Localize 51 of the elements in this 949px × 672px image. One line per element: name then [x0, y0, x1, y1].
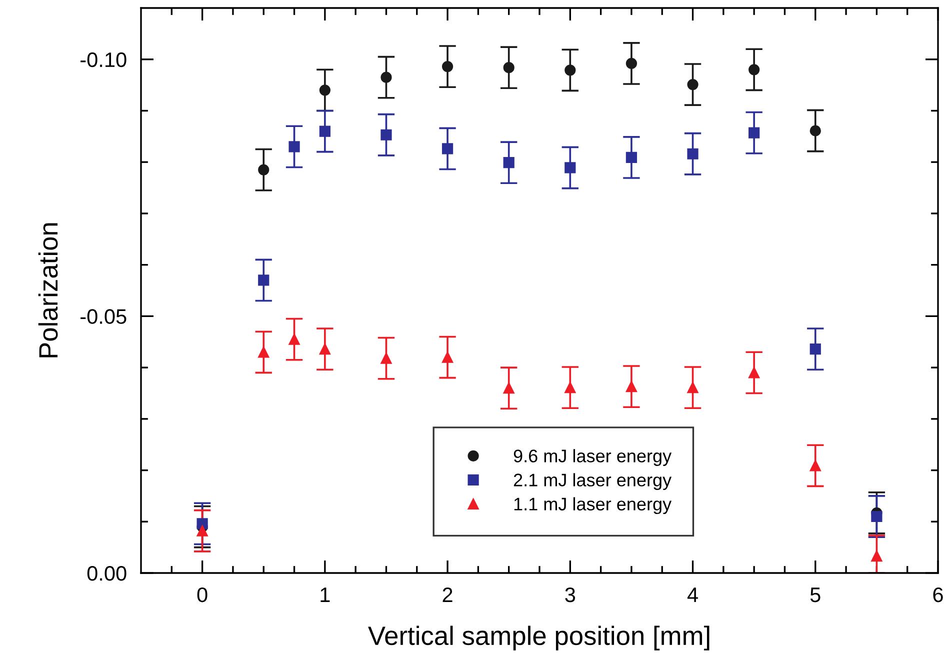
y-tick-label: 0.00	[87, 566, 126, 581]
point	[626, 152, 638, 164]
point	[258, 274, 270, 286]
point	[442, 61, 454, 72]
point	[687, 78, 698, 90]
point	[564, 162, 576, 174]
point	[258, 346, 270, 358]
point	[810, 125, 821, 136]
point	[319, 84, 330, 96]
point	[319, 126, 330, 137]
point	[687, 382, 698, 394]
point	[288, 141, 300, 152]
point	[380, 129, 392, 140]
point	[380, 72, 392, 83]
point	[748, 367, 760, 378]
point	[288, 334, 300, 345]
x-tick-label: 4	[687, 588, 698, 602]
point	[748, 64, 760, 76]
point	[503, 157, 514, 168]
point	[810, 460, 821, 472]
point	[442, 143, 454, 154]
x-tick-label: 6	[933, 587, 943, 602]
legend-label: 9.6 mJ laser energy	[514, 449, 672, 466]
point	[503, 382, 514, 394]
point	[196, 518, 208, 530]
x-tick-label: 3	[565, 587, 576, 602]
legend-label: 2.1 mJ laser energy	[514, 473, 672, 490]
point	[258, 164, 270, 176]
point	[442, 352, 454, 363]
point	[810, 344, 821, 355]
point	[319, 344, 330, 355]
y-tick-label: -0.10	[80, 52, 126, 68]
x-tick-label: 2	[442, 587, 452, 602]
x-tick-label: 0	[197, 587, 208, 602]
point	[626, 58, 638, 70]
x-axis-title: Vertical sample position [mm]	[368, 626, 710, 650]
point	[196, 525, 208, 536]
point	[564, 64, 576, 76]
point	[871, 550, 882, 562]
point	[564, 382, 576, 394]
point	[380, 352, 392, 364]
point	[503, 62, 514, 74]
x-tick-label: 1	[320, 588, 330, 602]
point	[748, 127, 760, 138]
point	[871, 510, 882, 522]
y-axis-title: Polarization	[38, 223, 58, 358]
point	[687, 148, 698, 160]
legend-label: 1.1 mJ laser energy	[514, 497, 672, 514]
point	[626, 380, 638, 392]
y-tick-label: -0.05	[80, 309, 126, 324]
x-tick-label: 5	[810, 588, 820, 602]
